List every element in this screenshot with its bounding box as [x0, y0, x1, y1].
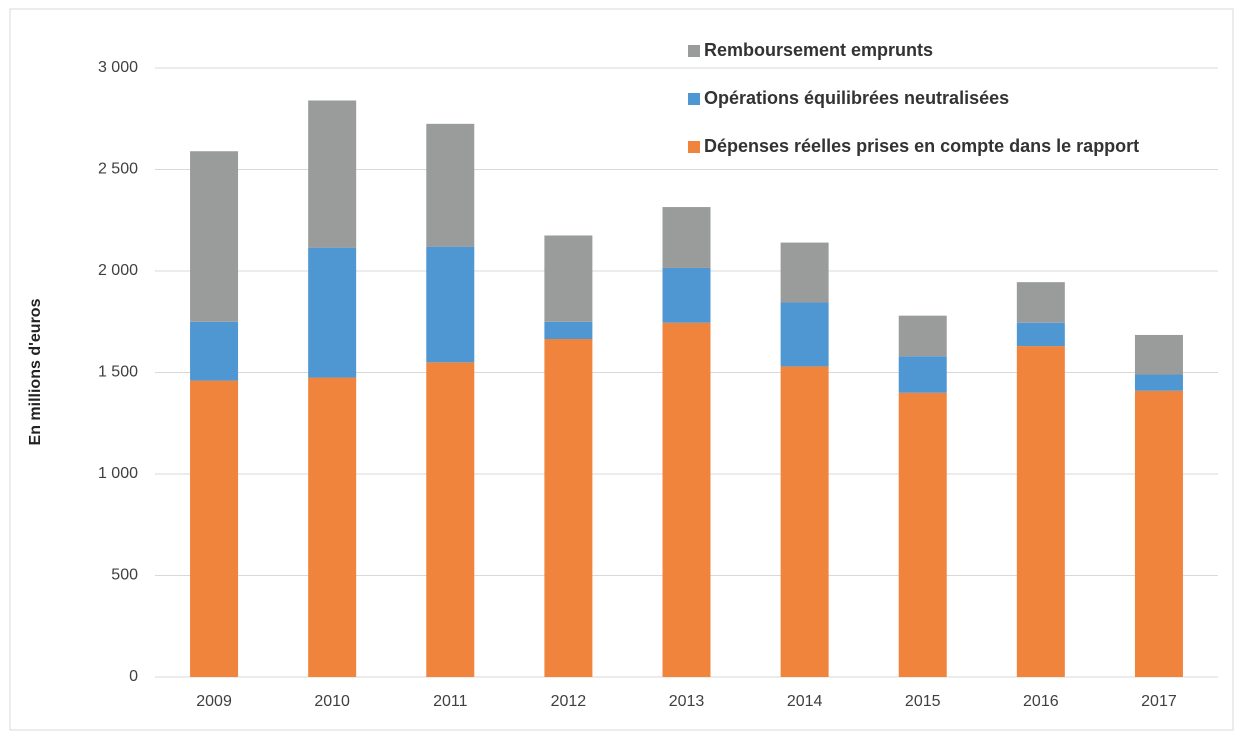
- legend-label: Opérations équilibrées neutralisées: [704, 88, 1009, 108]
- bar-segment: [662, 322, 711, 677]
- bar-segment: [1016, 282, 1065, 323]
- bar-segment: [780, 242, 829, 303]
- bar-segment: [1134, 390, 1183, 677]
- legend-swatch: [688, 93, 700, 105]
- bar-segment: [1134, 374, 1183, 391]
- bar-segment: [662, 207, 711, 268]
- legend-label: Dépenses réelles prises en compte dans l…: [704, 136, 1139, 156]
- y-tick-label: 3 000: [98, 59, 138, 76]
- bar-segment: [898, 392, 947, 677]
- bar-segment: [426, 123, 475, 247]
- legend-swatch: [688, 141, 700, 153]
- x-tick-label: 2017: [1141, 693, 1177, 710]
- bar-segment: [898, 315, 947, 357]
- bar-segment: [308, 377, 357, 677]
- bar-segment: [190, 321, 239, 381]
- bar-segment: [308, 100, 357, 248]
- y-tick-label: 1 500: [98, 364, 138, 381]
- bar-segment: [1134, 334, 1183, 375]
- x-tick-label: 2016: [1023, 693, 1059, 710]
- bar-segment: [662, 267, 711, 323]
- bar-segment: [544, 321, 593, 340]
- x-tick-label: 2011: [433, 693, 468, 710]
- bar-segment: [780, 302, 829, 367]
- bar-segment: [426, 362, 475, 677]
- y-tick-label: 2 500: [98, 161, 138, 178]
- bar-segment: [1016, 346, 1065, 677]
- x-tick-label: 2014: [787, 693, 823, 710]
- legend-swatch: [688, 45, 700, 57]
- bar-segment: [426, 246, 475, 363]
- x-tick-label: 2012: [551, 693, 587, 710]
- bar-segment: [544, 235, 593, 322]
- bar-segment: [780, 366, 829, 677]
- bar-segment: [544, 339, 593, 677]
- x-tick-label: 2015: [905, 693, 941, 710]
- y-tick-label: 1 000: [98, 465, 138, 482]
- y-axis-label: En millions d'euros: [27, 298, 44, 445]
- y-tick-label: 2 000: [98, 262, 138, 279]
- x-tick-label: 2013: [669, 693, 705, 710]
- legend-label: Remboursement emprunts: [704, 40, 933, 60]
- bar-segment: [190, 380, 239, 677]
- bar-segment: [898, 356, 947, 393]
- x-tick-label: 2009: [196, 693, 232, 710]
- bar-segment: [190, 151, 239, 322]
- bar-segment: [1016, 322, 1065, 347]
- x-tick-label: 2010: [314, 693, 350, 710]
- y-tick-label: 500: [111, 567, 138, 584]
- y-tick-label: 0: [129, 668, 138, 685]
- bar-segment: [308, 247, 357, 378]
